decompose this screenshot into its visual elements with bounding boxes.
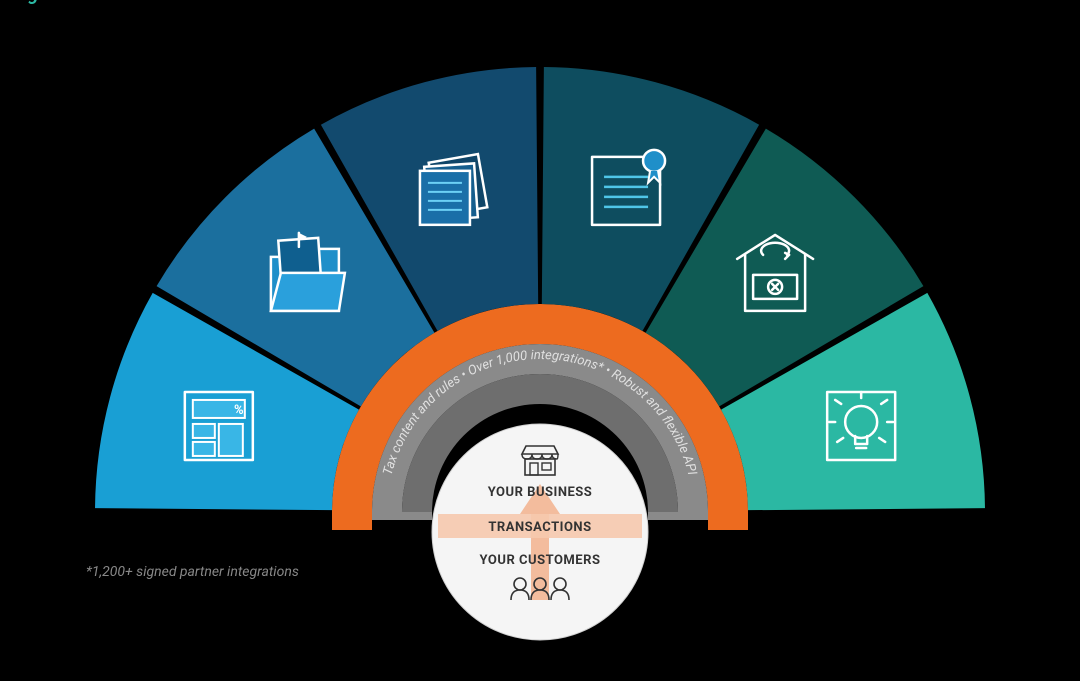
svg-text:%: %: [234, 403, 244, 418]
platform-infographic: CalculationsReturnsDocumentsLicensesFisc…: [0, 0, 1080, 681]
your-customers-label: YOUR CUSTOMERS: [480, 553, 601, 568]
your-business-label: YOUR BUSINESS: [488, 485, 593, 500]
transactions-label: TRANSACTIONS: [488, 520, 591, 535]
calculator-icon: %: [185, 392, 253, 460]
footnote: *1,200+ signed partner integrations: [86, 564, 299, 580]
ring-gray2-text: World-class infrastructure: [0, 0, 145, 4]
docs-stack-icon: [420, 154, 487, 225]
